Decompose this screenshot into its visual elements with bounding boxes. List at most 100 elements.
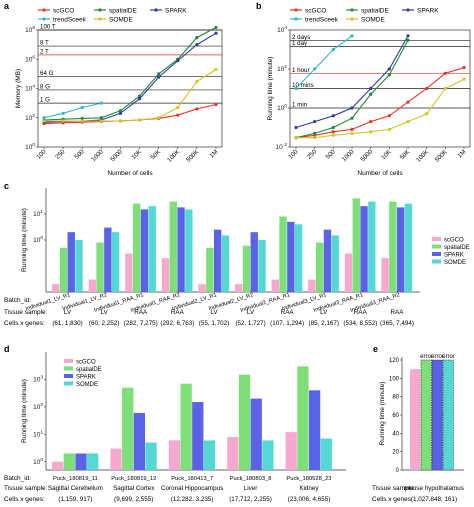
x-tick-label: 100 xyxy=(35,148,48,161)
bar-spatialDE xyxy=(297,366,309,470)
row-label-batch: Batch_id: xyxy=(4,297,31,304)
legend-label: SPARK xyxy=(444,253,464,259)
data-point-SPARK xyxy=(369,86,373,91)
series-line-trendSceek xyxy=(43,102,102,119)
bar-SPARK xyxy=(67,232,75,292)
data-point-SPARK xyxy=(387,67,391,71)
tissue-label: Liver xyxy=(244,485,258,492)
data-point-SOMDE xyxy=(61,119,65,123)
panel-a: a 100 102 104 106 108 Memory (MB) 100 250 500 1000… xyxy=(4,1,223,177)
y-tick-label: 106 xyxy=(25,54,35,63)
tissue-row-label: Tissue sample: xyxy=(372,485,416,492)
cells-genes-label: (60, 2,252) xyxy=(89,320,119,327)
cells-genes-label: (61, 1,830) xyxy=(52,320,82,327)
data-point-spatialDE xyxy=(80,116,84,121)
tissue-label: LV xyxy=(210,309,218,316)
reference-label: 100 T xyxy=(40,24,56,31)
bar-spatialDE xyxy=(315,242,324,292)
y-tick-label: 102 xyxy=(277,64,287,73)
y-tick-label: 100 xyxy=(389,376,400,382)
category-label: Puck_180819_12 xyxy=(111,476,156,482)
legend-marker xyxy=(294,8,298,12)
bar-SOMDE xyxy=(148,206,156,292)
data-point-SPARK xyxy=(137,97,142,101)
bar-scGCO xyxy=(52,461,64,470)
bar-SPARK xyxy=(140,209,149,292)
y-tick-label: 40 xyxy=(392,431,399,437)
legend-marker xyxy=(294,17,298,21)
tissue-label: LV xyxy=(247,309,255,316)
series-line-scGCO xyxy=(295,66,465,139)
bar-scGCO xyxy=(381,258,389,292)
data-point-trendSceek xyxy=(80,105,84,110)
tissue-label: Kidney xyxy=(299,485,319,492)
series-line-spatialDE xyxy=(43,26,217,121)
legend-swatch xyxy=(64,366,73,371)
bar-SOMDE xyxy=(294,224,303,292)
x-tick-label: 10K xyxy=(130,148,143,161)
data-point-spatialDE xyxy=(350,116,354,120)
y-tick-label: 102 xyxy=(33,402,43,411)
legend-marker xyxy=(406,8,410,12)
bar-SOMDE xyxy=(404,203,413,292)
bar-SOMDE xyxy=(320,438,332,470)
bar-spatialDE xyxy=(242,245,251,292)
data-point-spatialDE xyxy=(157,72,161,76)
data-point-SPARK xyxy=(118,111,123,115)
y-tick-label: 100 xyxy=(33,235,43,244)
legend-swatch xyxy=(432,252,441,256)
data-point-trendSceek xyxy=(42,116,46,120)
data-point-SPARK xyxy=(176,59,180,63)
tissue-label: Sagittal Cerebellum xyxy=(48,485,103,492)
cells-genes-label: (17,712, 2,255) xyxy=(229,496,272,503)
legend-marker xyxy=(350,8,354,12)
x-tick-label: 1M xyxy=(456,148,467,159)
bar-SPARK xyxy=(431,359,443,471)
tissue-label: LV xyxy=(320,309,328,316)
data-point-trendSceek xyxy=(61,111,65,115)
reference-label: 1 min xyxy=(292,102,308,109)
y-tick-label: 100 xyxy=(25,142,35,151)
error-label: error xyxy=(431,354,444,360)
bar-SOMDE xyxy=(75,240,83,292)
category-label: Puck_180803_8 xyxy=(230,476,272,482)
data-point-scGCO xyxy=(443,71,447,75)
data-point-trendSceek xyxy=(294,86,298,91)
legend-label: scGCO xyxy=(76,360,96,366)
data-point-SOMDE xyxy=(369,130,373,134)
data-point-SOMDE xyxy=(176,105,180,110)
legend-label: SOMDE xyxy=(444,260,466,266)
x-tick-label: 100K xyxy=(415,148,431,164)
data-point-trendSceek xyxy=(313,67,317,71)
bar-SOMDE xyxy=(368,201,376,292)
y-tick-label: 60 xyxy=(392,413,399,419)
data-point-spatialDE xyxy=(118,109,123,113)
bar-scGCO xyxy=(410,369,421,470)
legend-swatch xyxy=(432,237,441,241)
legend-marker xyxy=(42,8,46,12)
data-point-spatialDE xyxy=(387,73,391,77)
bar-scGCO xyxy=(227,436,239,470)
bar-SPARK xyxy=(104,227,112,292)
bar-SOMDE xyxy=(221,235,230,292)
panel-letter: c xyxy=(4,181,9,191)
bar-scGCO xyxy=(52,284,60,292)
y-axis-title: Running time (minute) xyxy=(379,382,386,446)
bar-SOMDE xyxy=(262,440,274,470)
cells-genes-label: (365, 7,494) xyxy=(380,320,414,327)
bar-spatialDE xyxy=(206,247,214,292)
row-label-cells: Cells x genes: xyxy=(4,320,45,327)
data-point-scGCO xyxy=(462,65,466,70)
y-tick-label: 103 xyxy=(33,375,43,384)
bar-SPARK xyxy=(192,402,204,470)
bar-SOMDE xyxy=(145,442,157,470)
data-point-scGCO xyxy=(331,130,335,134)
cells-genes-label: (534, 8,552) xyxy=(343,320,377,327)
reference-label: 10 mins xyxy=(292,82,314,89)
y-tick-label: 104 xyxy=(25,84,35,93)
data-point-SOMDE xyxy=(118,119,123,123)
cells-genes-label: (292, 6,763) xyxy=(160,320,194,327)
